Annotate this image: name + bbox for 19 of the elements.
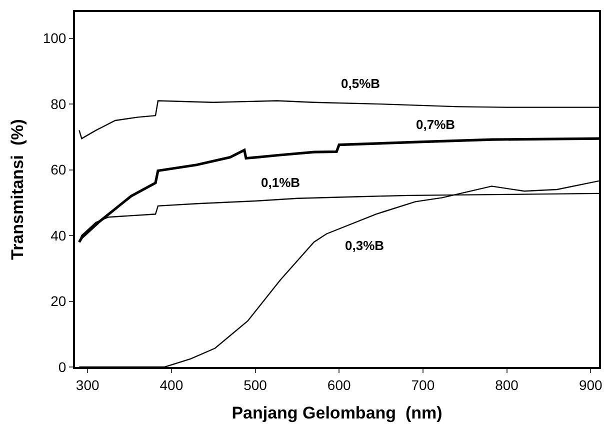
y-axis-title: Transmitansi (%) [8,119,27,260]
y-tick-label: 80 [50,96,66,112]
x-tick-label: 900 [578,376,603,393]
series-label: 0,7%B [416,117,456,132]
x-tick-label: 700 [411,376,435,393]
x-tick-label: 300 [76,376,100,393]
y-tick-label: 60 [50,162,66,178]
series-label: 0,1%B [261,175,300,190]
y-tick-label: 100 [42,30,66,46]
x-tick-label: 500 [244,376,268,393]
x-tick-label: 600 [327,376,351,393]
series-label: 0,3%B [345,238,384,253]
x-tick-label: 400 [160,376,184,393]
x-tick-label: 800 [495,376,519,393]
y-tick-label: 40 [50,227,66,244]
series-label: 0,5%B [341,76,380,91]
y-tick-label: 20 [50,293,66,310]
x-axis-title: Panjang Gelombang (nm) [232,404,442,423]
y-tick-label: 0 [58,358,66,375]
